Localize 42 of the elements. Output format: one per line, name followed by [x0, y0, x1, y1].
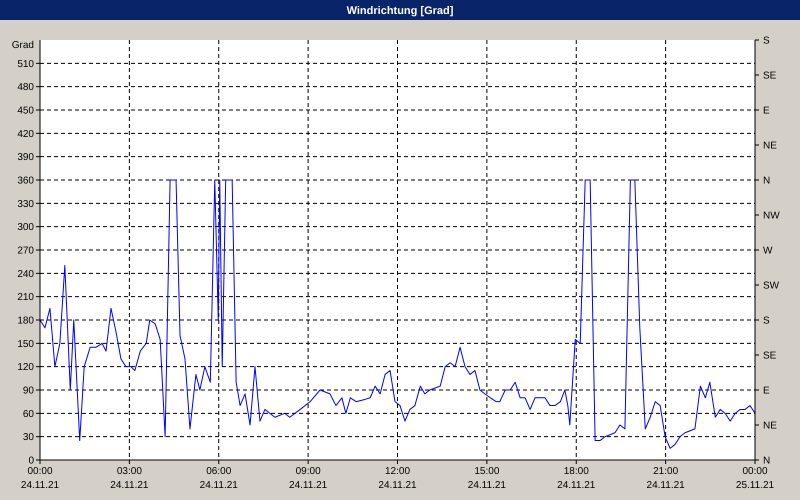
text: NW: [763, 210, 780, 222]
y-tick-label: 330: [17, 198, 34, 210]
text: NE: [763, 140, 778, 152]
y-tick-label: 510: [17, 58, 34, 70]
x-tick-label: 06:00 24.11.21: [200, 466, 238, 491]
text: E: [763, 106, 770, 116]
text: NE: [763, 420, 778, 432]
y-tick-label: 420: [17, 128, 34, 140]
x-tick-label: 12:00 24.11.21: [378, 466, 418, 491]
text: S: [763, 36, 770, 46]
chart-title: Windrichtung [Grad]: [346, 5, 454, 17]
y-tick-label: 480: [17, 82, 34, 94]
y-tick-label: 210: [17, 292, 34, 304]
y-tick-label: 150: [17, 338, 34, 350]
text: W: [763, 246, 773, 256]
y-tick-label: 90: [22, 386, 34, 396]
y-tick-label: 360: [17, 176, 34, 186]
text: SE: [763, 70, 777, 82]
x-tick-label: 21:00 24.11.21: [646, 466, 686, 491]
y-tick-label: 450: [17, 106, 34, 116]
text: E: [763, 386, 770, 396]
x-tick-label: 00:00 24.11.21: [20, 466, 60, 491]
y-tick-label: 390: [17, 152, 34, 164]
y-tick-label: 180: [17, 316, 34, 326]
y-tick-label: 270: [17, 246, 34, 256]
text: SW: [763, 280, 780, 292]
y-axis-title: Grad: [12, 40, 34, 51]
text: S: [763, 316, 770, 326]
x-tick-label: 15:00 24.11.21: [468, 466, 506, 491]
text: N: [763, 456, 770, 466]
y-tick-label: 60: [22, 408, 34, 420]
x-tick-label: 18:00 24.11.21: [557, 466, 596, 491]
y-tick-label: 240: [17, 268, 34, 280]
text: SE: [763, 350, 777, 362]
y-tick-label: 300: [17, 222, 34, 234]
x-tick-label: 03:00 24.11.21: [110, 466, 149, 491]
x-tick-label: 00:00 25.11.21: [736, 466, 775, 491]
text: N: [763, 176, 770, 186]
y-tick-label: 30: [22, 432, 34, 444]
y-tick-label: 120: [17, 362, 34, 374]
x-tick-label: 09:00 24.11.21: [289, 466, 328, 491]
y-tick-label: 0: [28, 456, 34, 466]
